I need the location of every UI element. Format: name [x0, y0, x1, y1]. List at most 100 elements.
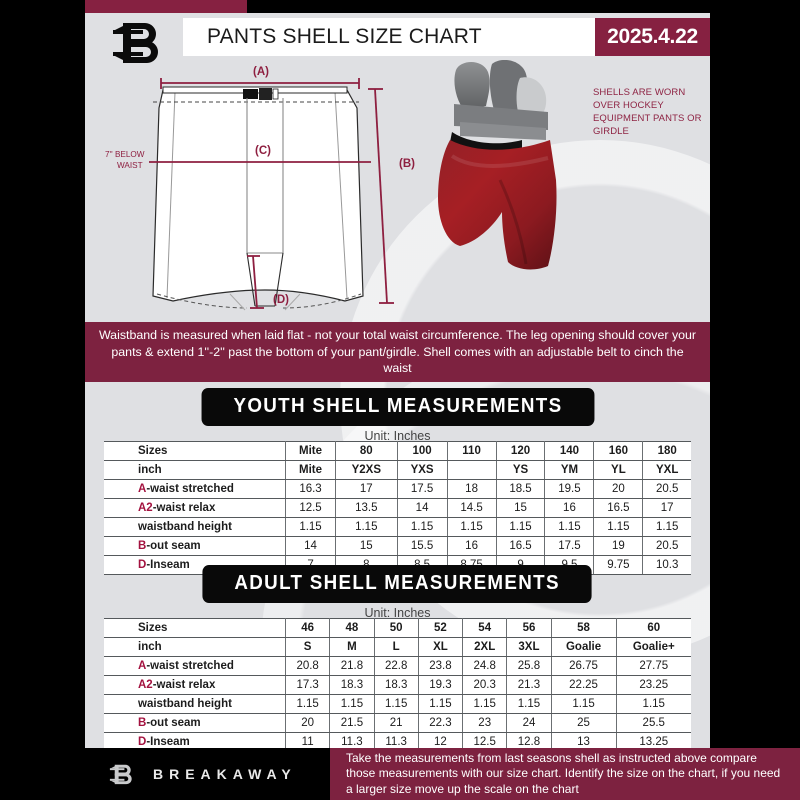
- table-cell: 160: [593, 441, 644, 461]
- table-cell: 20.5: [642, 479, 691, 499]
- table-cell: S: [284, 637, 331, 657]
- row-label: B-out seam: [104, 713, 286, 733]
- table-cell: 1.15: [544, 517, 595, 537]
- table-cell: 1.15: [462, 694, 508, 714]
- table-cell: 21.3: [506, 675, 552, 695]
- youth-table-wrap: Sizes Mite 80 100 110 120 140 160 180 inch Mite Y2X…: [104, 441, 691, 575]
- table-cell: 15.5: [396, 536, 448, 556]
- table-cell: 58: [550, 618, 617, 638]
- table-cell: 100: [396, 441, 448, 461]
- table-cell: 50: [373, 618, 419, 638]
- table-cell: 17: [642, 498, 691, 518]
- table-cell: 24: [506, 713, 552, 733]
- row-label: B-out seam: [104, 536, 286, 556]
- table-cell: 20: [593, 479, 644, 499]
- table-cell: 1.15: [417, 694, 464, 714]
- table-cell: 1.15: [593, 517, 644, 537]
- row-label: waistband height: [104, 517, 286, 537]
- table-cell: 1.15: [506, 694, 552, 714]
- table-cell: 25: [550, 713, 617, 733]
- photo-note: SHELLS ARE WORN OVER HOCKEY EQUIPMENT PA…: [593, 87, 702, 137]
- shell-pants-photo: [438, 60, 557, 270]
- breakaway-b-logo-icon: [113, 23, 158, 63]
- table-row: B-out seam 20 21.5 21 22.3 23 24 25 25.5: [104, 713, 691, 733]
- table-cell: 16.5: [495, 536, 546, 556]
- table-cell: 23.8: [417, 656, 464, 676]
- table-cell: 20.5: [642, 536, 691, 556]
- table-cell: 110: [446, 441, 497, 461]
- pants-technical-drawing: (A) (B) (C) 7'' BELOW WAIST (D): [105, 66, 415, 311]
- row-label-prefix: B: [138, 717, 147, 729]
- table-cell: 18: [446, 479, 497, 499]
- table-cell: 16: [446, 536, 497, 556]
- row-label-prefix: A: [138, 660, 147, 672]
- row-label: waistband height: [104, 694, 286, 714]
- breakaway-b-logo-icon: [109, 764, 132, 785]
- table-cell: 56: [506, 618, 552, 638]
- table-cell: 19: [593, 536, 644, 556]
- right-black-rail: [710, 0, 800, 800]
- table-cell: 27.75: [615, 656, 691, 676]
- table-cell: 17.3: [284, 675, 331, 695]
- youth-size-table: Sizes Mite 80 100 110 120 140 160 180 inch Mite Y2X…: [104, 441, 691, 575]
- table-row: Sizes 46 48 50 52 54 56 58 60: [104, 618, 691, 638]
- table-cell: 21.8: [329, 656, 375, 676]
- table-row: waistband height 1.15 1.15 1.15 1.15 1.15 1.15…: [104, 694, 691, 714]
- svg-text:(B): (B): [399, 158, 415, 170]
- table-cell: 12.5: [284, 498, 337, 518]
- table-cell: Mite: [284, 460, 337, 480]
- table-row: B-out seam 14 15 15.5 16 16.5 17.5 19 20.5: [104, 536, 691, 556]
- table-cell: 1.15: [550, 694, 617, 714]
- table-cell: 1.15: [446, 517, 497, 537]
- table-row: A2-waist relax 12.5 13.5 14 14.5 15 16 16.5 17: [104, 498, 691, 518]
- row-label: Sizes: [104, 441, 286, 461]
- table-cell: 18.3: [329, 675, 375, 695]
- table-cell: 23.25: [615, 675, 691, 695]
- table-cell: 20.8: [284, 656, 331, 676]
- row-label: inch: [104, 460, 286, 480]
- row-label-prefix: D: [138, 736, 147, 748]
- table-cell: 17: [335, 479, 398, 499]
- table-cell: 2XL: [462, 637, 508, 657]
- table-row: Sizes Mite 80 100 110 120 140 160 180: [104, 441, 691, 461]
- table-cell: 14.5: [446, 498, 497, 518]
- svg-text:(A): (A): [253, 66, 269, 78]
- table-cell: 18.3: [373, 675, 419, 695]
- table-cell: 1.15: [284, 517, 337, 537]
- adult-section-header: ADULT SHELL MEASUREMENTS Unit: Inches: [85, 565, 710, 620]
- table-row: A-waist stretched 16.3 17 17.5 18 18.5 19.5 20 2…: [104, 479, 691, 499]
- instruction-band: Waistband is measured when laid flat - n…: [85, 322, 710, 382]
- row-label-prefix: A2: [138, 679, 153, 691]
- table-cell: Goalie+: [615, 637, 691, 657]
- table-cell: 48: [329, 618, 375, 638]
- table-cell: 20: [284, 713, 331, 733]
- table-row: inch Mite Y2XS YXS YS YM YL YXL: [104, 460, 691, 480]
- table-cell: 12.8: [506, 732, 552, 752]
- svg-text:(D): (D): [273, 294, 289, 306]
- table-cell: M: [329, 637, 375, 657]
- svg-text:7'' BELOW: 7'' BELOW: [105, 150, 145, 159]
- svg-text:(C): (C): [255, 145, 271, 157]
- svg-text:WAIST: WAIST: [117, 161, 143, 170]
- adult-table-wrap: Sizes 46 48 50 52 54 56 58 60 inch S M L XL 2XL 3XL Goal…: [104, 618, 691, 752]
- top-maroon-strip: [85, 0, 247, 13]
- table-cell: 16.5: [593, 498, 644, 518]
- table-cell: 17.5: [396, 479, 448, 499]
- row-label: A-waist stretched: [104, 479, 286, 499]
- table-cell: 14: [284, 536, 337, 556]
- table-cell: 24.8: [462, 656, 508, 676]
- table-cell: 1.15: [615, 694, 691, 714]
- table-cell: Mite: [284, 441, 337, 461]
- row-label-prefix: B: [138, 540, 147, 552]
- table-cell: 26.75: [550, 656, 617, 676]
- table-cell: 25.8: [506, 656, 552, 676]
- table-cell: 1.15: [335, 517, 398, 537]
- footer-instructions: Take the measurements from last seasons …: [330, 748, 800, 800]
- table-row: waistband height 1.15 1.15 1.15 1.15 1.15 1.15…: [104, 517, 691, 537]
- title-bar: PANTS SHELL SIZE CHART 2025.4.22: [183, 18, 710, 56]
- table-cell: YS: [495, 460, 546, 480]
- table-cell: 13.5: [335, 498, 398, 518]
- row-label: inch: [104, 637, 286, 657]
- row-label: Sizes: [104, 618, 286, 638]
- footer-brand: BREAKAWAY: [0, 748, 330, 800]
